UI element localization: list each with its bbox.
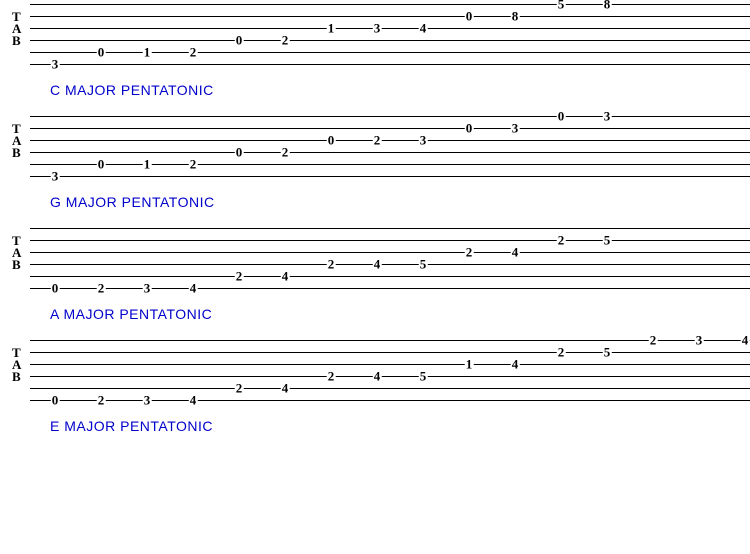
string-line bbox=[30, 64, 750, 65]
string-line bbox=[30, 340, 750, 341]
string-line bbox=[30, 240, 750, 241]
tab-section: TAB3012021340858C MAJOR PENTATONIC bbox=[0, 0, 750, 98]
string-line bbox=[30, 276, 750, 277]
fret-number: 4 bbox=[281, 382, 290, 395]
fret-number: 3 bbox=[51, 170, 60, 183]
tab-letter: B bbox=[12, 370, 21, 383]
string-line bbox=[30, 228, 750, 229]
fret-number: 2 bbox=[557, 234, 566, 247]
string-line bbox=[30, 352, 750, 353]
fret-number: 5 bbox=[603, 234, 612, 247]
fret-number: 4 bbox=[741, 334, 750, 347]
fret-number: 4 bbox=[511, 358, 520, 371]
fret-number: 5 bbox=[557, 0, 566, 11]
fret-number: 4 bbox=[511, 246, 520, 259]
staff-lines bbox=[30, 112, 750, 184]
tab-staff: TAB3012021340858 bbox=[0, 0, 750, 72]
tab-section: TAB0234242452425A MAJOR PENTATONIC bbox=[0, 224, 750, 322]
string-line bbox=[30, 164, 750, 165]
string-line bbox=[30, 40, 750, 41]
fret-number: 2 bbox=[281, 146, 290, 159]
fret-number: 2 bbox=[235, 382, 244, 395]
string-line bbox=[30, 176, 750, 177]
fret-number: 0 bbox=[51, 394, 60, 407]
string-line bbox=[30, 28, 750, 29]
fret-number: 4 bbox=[373, 370, 382, 383]
fret-number: 2 bbox=[189, 46, 198, 59]
fret-number: 5 bbox=[419, 258, 428, 271]
fret-number: 1 bbox=[143, 158, 152, 171]
fret-number: 3 bbox=[419, 134, 428, 147]
fret-number: 1 bbox=[143, 46, 152, 59]
tab-staff: TAB3012020230303 bbox=[0, 112, 750, 184]
fret-number: 0 bbox=[465, 10, 474, 23]
fret-number: 2 bbox=[97, 282, 106, 295]
string-line bbox=[30, 288, 750, 289]
fret-number: 3 bbox=[373, 22, 382, 35]
fret-number: 0 bbox=[327, 134, 336, 147]
string-line bbox=[30, 376, 750, 377]
string-line bbox=[30, 252, 750, 253]
tab-letter: B bbox=[12, 34, 21, 47]
fret-number: 2 bbox=[649, 334, 658, 347]
string-line bbox=[30, 52, 750, 53]
string-line bbox=[30, 264, 750, 265]
tab-section: TAB0234242451425234E MAJOR PENTATONIC bbox=[0, 336, 750, 434]
string-line bbox=[30, 16, 750, 17]
fret-number: 2 bbox=[281, 34, 290, 47]
scale-title: E MAJOR PENTATONIC bbox=[50, 418, 750, 434]
fret-number: 0 bbox=[465, 122, 474, 135]
string-line bbox=[30, 128, 750, 129]
fret-number: 0 bbox=[97, 158, 106, 171]
fret-number: 2 bbox=[327, 370, 336, 383]
fret-number: 4 bbox=[281, 270, 290, 283]
fret-number: 4 bbox=[373, 258, 382, 271]
fret-number: 3 bbox=[143, 282, 152, 295]
string-line bbox=[30, 116, 750, 117]
fret-number: 0 bbox=[51, 282, 60, 295]
fret-number: 0 bbox=[235, 34, 244, 47]
fret-number: 4 bbox=[189, 282, 198, 295]
tab-staff: TAB0234242451425234 bbox=[0, 336, 750, 408]
fret-number: 3 bbox=[51, 58, 60, 71]
string-line bbox=[30, 140, 750, 141]
string-line bbox=[30, 400, 750, 401]
tab-section: TAB3012020230303G MAJOR PENTATONIC bbox=[0, 112, 750, 210]
staff-lines bbox=[30, 224, 750, 296]
fret-number: 4 bbox=[419, 22, 428, 35]
fret-number: 1 bbox=[465, 358, 474, 371]
scale-title: A MAJOR PENTATONIC bbox=[50, 306, 750, 322]
fret-number: 2 bbox=[97, 394, 106, 407]
scale-title: C MAJOR PENTATONIC bbox=[50, 82, 750, 98]
string-line bbox=[30, 4, 750, 5]
fret-number: 0 bbox=[97, 46, 106, 59]
staff-lines bbox=[30, 336, 750, 408]
string-line bbox=[30, 152, 750, 153]
fret-number: 2 bbox=[235, 270, 244, 283]
fret-number: 0 bbox=[235, 146, 244, 159]
fret-number: 8 bbox=[603, 0, 612, 11]
fret-number: 3 bbox=[143, 394, 152, 407]
fret-number: 2 bbox=[557, 346, 566, 359]
fret-number: 3 bbox=[695, 334, 704, 347]
fret-number: 5 bbox=[419, 370, 428, 383]
string-line bbox=[30, 388, 750, 389]
tab-letter: B bbox=[12, 146, 21, 159]
fret-number: 1 bbox=[327, 22, 336, 35]
tab-letter: B bbox=[12, 258, 21, 271]
staff-lines bbox=[30, 0, 750, 72]
fret-number: 0 bbox=[557, 110, 566, 123]
fret-number: 3 bbox=[603, 110, 612, 123]
scale-title: G MAJOR PENTATONIC bbox=[50, 194, 750, 210]
tab-staff: TAB0234242452425 bbox=[0, 224, 750, 296]
fret-number: 2 bbox=[189, 158, 198, 171]
fret-number: 2 bbox=[373, 134, 382, 147]
fret-number: 2 bbox=[465, 246, 474, 259]
fret-number: 5 bbox=[603, 346, 612, 359]
fret-number: 3 bbox=[511, 122, 520, 135]
string-line bbox=[30, 364, 750, 365]
fret-number: 2 bbox=[327, 258, 336, 271]
fret-number: 8 bbox=[511, 10, 520, 23]
fret-number: 4 bbox=[189, 394, 198, 407]
